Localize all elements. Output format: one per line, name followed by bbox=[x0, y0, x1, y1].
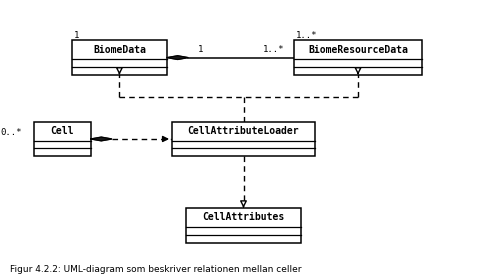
Text: BiomeData: BiomeData bbox=[93, 45, 146, 55]
Bar bbox=[34, 122, 91, 156]
Text: CellAttributeLoader: CellAttributeLoader bbox=[187, 126, 300, 136]
Text: BiomeResourceData: BiomeResourceData bbox=[308, 45, 408, 55]
Bar bbox=[186, 208, 301, 243]
Text: Cell: Cell bbox=[50, 126, 74, 136]
Bar bbox=[72, 40, 167, 75]
Polygon shape bbox=[167, 56, 188, 60]
Text: 0..*: 0..* bbox=[0, 128, 21, 137]
Bar bbox=[294, 40, 422, 75]
Text: 1: 1 bbox=[74, 31, 79, 40]
Text: 1: 1 bbox=[198, 45, 203, 54]
Polygon shape bbox=[91, 137, 112, 141]
Text: 1..*: 1..* bbox=[262, 45, 284, 54]
Bar bbox=[172, 122, 315, 156]
Text: Figur 4.2.2: UML-diagram som beskriver relationen mellan celler: Figur 4.2.2: UML-diagram som beskriver r… bbox=[10, 265, 301, 274]
Text: 1..*: 1..* bbox=[296, 31, 318, 40]
Text: CellAttributes: CellAttributes bbox=[203, 212, 284, 222]
